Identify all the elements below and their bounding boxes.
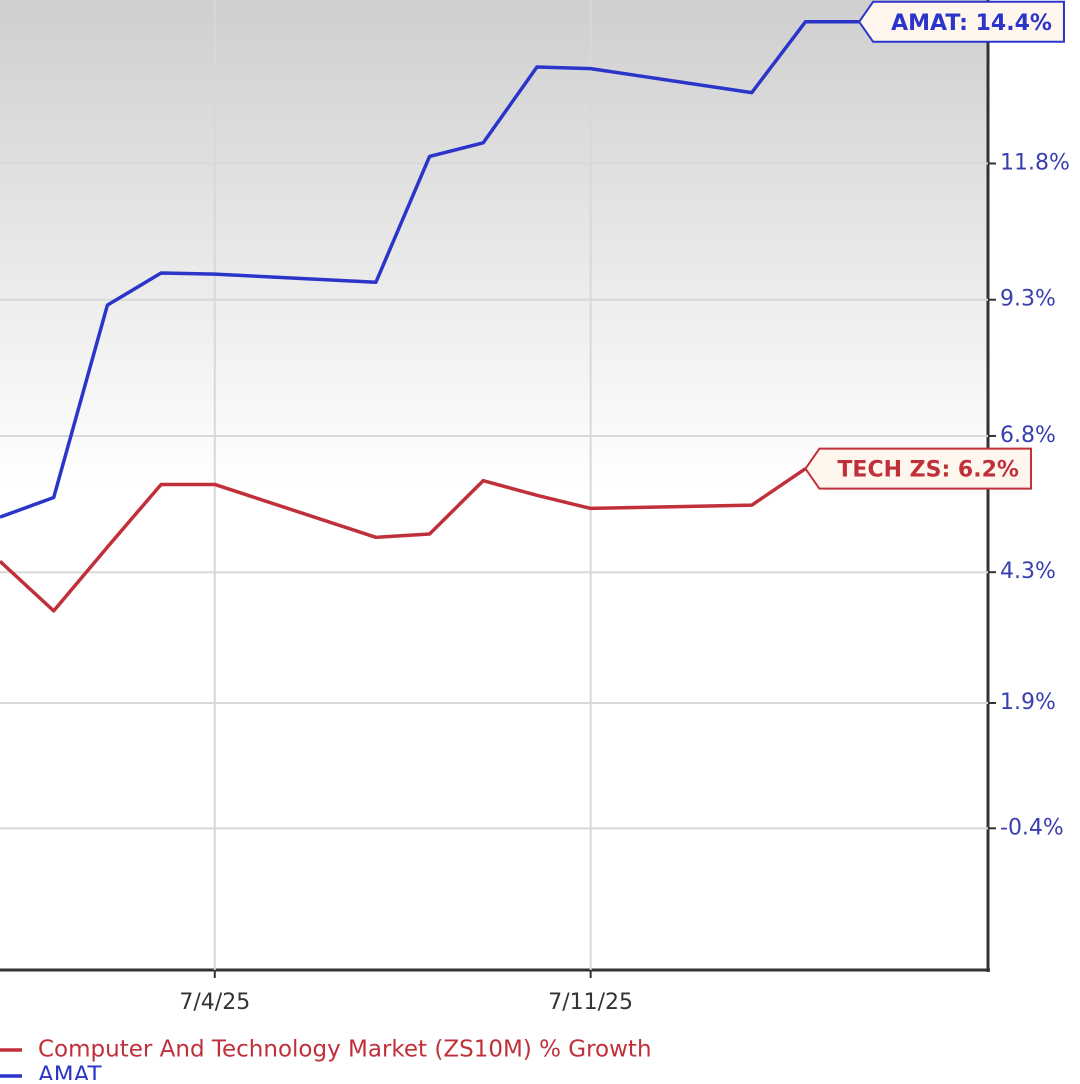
end-label-box <box>857 0 1065 43</box>
series-line <box>0 467 807 613</box>
legend-label: AMAT <box>38 1063 103 1081</box>
end-label-text: TECH ZS: 6.2% <box>837 458 1019 483</box>
y-tick-label: 6.8% <box>1000 423 1056 448</box>
series-line <box>0 20 860 519</box>
y-tick-label: 11.8% <box>1000 150 1070 175</box>
end-label-text: AMAT: 14.4% <box>891 11 1052 36</box>
y-tick-label: 9.3% <box>1000 287 1056 312</box>
x-tick-label: 7/4/25 <box>179 990 250 1015</box>
end-label-box <box>804 447 1032 490</box>
legend-label: Computer And Technology Market (ZS10M) %… <box>38 1037 652 1063</box>
y-tick-label: 4.3% <box>1000 559 1056 584</box>
y-tick-label: -0.4% <box>1000 815 1064 840</box>
x-tick-label: 7/11/25 <box>548 990 633 1015</box>
y-tick-label: 1.9% <box>1000 690 1056 715</box>
end-label: TECH ZS: 6.2% <box>804 447 1032 490</box>
end-label: AMAT: 14.4% <box>857 0 1065 43</box>
